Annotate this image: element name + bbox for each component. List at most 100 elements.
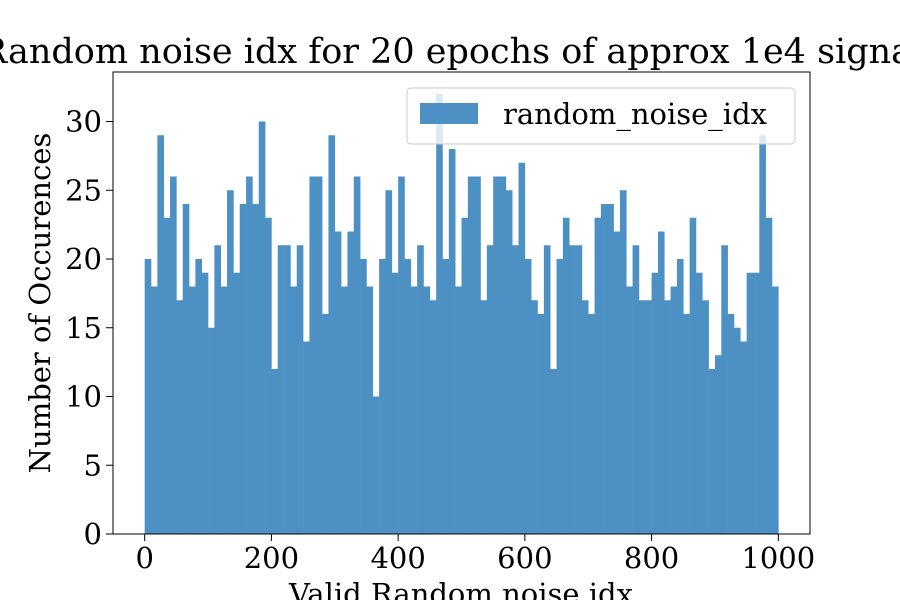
y-tick-label: 0 [84, 517, 102, 551]
histogram-bar [455, 286, 462, 534]
histogram-bar [461, 217, 469, 534]
histogram-bar [689, 217, 697, 534]
histogram-bar [626, 286, 633, 534]
histogram-bar [227, 190, 234, 534]
histogram-bar [315, 176, 323, 534]
histogram-bar [398, 176, 405, 534]
histogram-bar [410, 286, 418, 534]
x-axis-label: Valid Random noise idx [288, 577, 633, 600]
histogram-bar [182, 204, 190, 534]
histogram-bar [486, 245, 494, 534]
histogram-bar [619, 190, 627, 534]
histogram-bar [588, 314, 595, 534]
x-tick-label: 0 [135, 541, 153, 575]
histogram-bar [372, 396, 380, 534]
histogram-bar [201, 272, 209, 534]
histogram-bar [391, 272, 399, 534]
y-tick-label: 20 [65, 242, 102, 276]
histogram-bar [157, 135, 164, 534]
histogram-bar [176, 300, 183, 534]
x-tick-label: 800 [624, 541, 679, 575]
histogram-bar [328, 135, 336, 534]
x-tick-label: 1000 [741, 541, 815, 575]
legend: random_noise_idx [406, 87, 796, 145]
y-axis-label: Number of Occurences [23, 133, 57, 474]
histogram-bar [581, 300, 589, 534]
histogram-bar [436, 94, 443, 534]
histogram-bar [423, 286, 431, 534]
histogram-bar [334, 231, 342, 534]
histogram-bar [771, 286, 779, 534]
histogram-bar [664, 300, 671, 534]
ticks-layer: 0 200 400 600 800 1000 0 5 10 15 20 25 30 [65, 105, 815, 576]
histogram-bar [759, 135, 766, 534]
histogram-bar [651, 272, 659, 534]
histogram-bar [575, 245, 583, 534]
histogram-bar [607, 204, 614, 534]
histogram-bar [480, 300, 488, 534]
histogram-bar [296, 245, 304, 534]
histogram-bar [347, 231, 355, 534]
legend-swatch [420, 103, 478, 124]
histogram-bar [360, 259, 367, 534]
histogram-bar [429, 300, 437, 534]
histogram-bar [714, 355, 722, 534]
histogram-bar [505, 190, 513, 534]
histogram-bar [442, 259, 450, 534]
x-tick-label: 600 [497, 541, 552, 575]
legend-box [406, 87, 796, 145]
histogram-bar [721, 245, 728, 534]
histogram-bar [252, 204, 260, 534]
histogram-bar [670, 286, 678, 534]
histogram-bar [271, 369, 279, 534]
histogram-bar [214, 245, 222, 534]
histogram-bar [284, 245, 291, 534]
histogram-bar [499, 176, 507, 534]
histogram-bar [543, 245, 551, 534]
histogram-bar [638, 300, 646, 534]
histogram-bar [195, 259, 203, 534]
histogram-bar [518, 162, 526, 534]
chart-title: Random noise idx for 20 epochs of approx… [0, 32, 900, 72]
histogram-bar [366, 286, 374, 534]
y-tick-label: 15 [65, 311, 102, 345]
histogram-bar [683, 314, 690, 534]
histogram-bar [341, 286, 348, 534]
histogram-bar [474, 176, 481, 534]
histogram-bar [220, 286, 228, 534]
y-tick-label: 30 [65, 105, 102, 139]
histogram-bar [290, 286, 298, 534]
histogram-bar [233, 272, 241, 534]
histogram-bar [708, 369, 716, 534]
histogram-bar [512, 245, 519, 534]
histogram-bar [322, 314, 329, 534]
histogram-bar [258, 121, 266, 534]
histogram-bar [524, 259, 532, 534]
histogram-bar [493, 176, 500, 534]
histogram-bar [594, 217, 602, 534]
histogram-bar [645, 300, 652, 534]
histogram-bar [765, 217, 773, 534]
histogram-bar [309, 176, 317, 534]
y-tick-label: 5 [84, 448, 102, 482]
legend-label: random_noise_idx [503, 97, 767, 132]
histogram-bar [379, 259, 386, 534]
x-tick-label: 400 [370, 541, 425, 575]
histogram-bar [752, 272, 760, 534]
axes-frame [112, 71, 811, 535]
histogram-bar [404, 259, 412, 534]
histogram-bar [746, 272, 754, 534]
histogram-bar [702, 300, 709, 534]
y-tick-label: 10 [65, 380, 102, 414]
histogram-bar [170, 176, 177, 534]
histogram-bar [303, 341, 310, 534]
histogram-bar [600, 204, 608, 534]
histogram-bar [265, 217, 272, 534]
histogram-bar [448, 149, 456, 534]
histogram-bar [208, 327, 215, 534]
histogram-bar [531, 300, 538, 534]
histogram-bar [537, 314, 545, 534]
histogram-bar [733, 327, 741, 534]
histogram-bar [385, 190, 393, 534]
